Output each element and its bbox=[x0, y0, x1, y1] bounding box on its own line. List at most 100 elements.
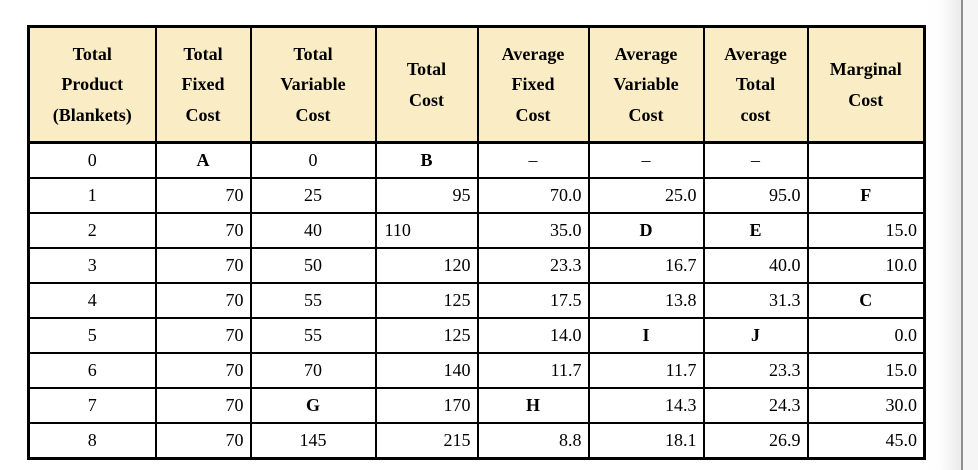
cell-total-product-blankets: 3 bbox=[27, 247, 157, 284]
cell-average-fixed-cost: 23.3 bbox=[476, 247, 590, 284]
header-cell-average-variable-cost: Average Variable Cost bbox=[587, 25, 705, 144]
cell-total-cost: 125 bbox=[374, 317, 479, 354]
header-line: Total bbox=[183, 43, 223, 64]
header-line: Product bbox=[61, 74, 124, 95]
table-row: 7 70 G 170 H 14.3 24.3 30.0 bbox=[27, 387, 926, 424]
header-cell-average-total-cost: Average Total cost bbox=[702, 25, 809, 144]
cell-average-fixed-cost: 14.0 bbox=[476, 317, 590, 354]
header-line: Cost bbox=[295, 104, 331, 125]
cell-average-fixed-cost: 70.0 bbox=[476, 177, 590, 214]
cell-total-fixed-cost: 70 bbox=[154, 317, 252, 354]
cell-average-total-cost: 26.9 bbox=[702, 422, 809, 460]
table-row: 0 A 0 B – – – bbox=[27, 141, 926, 179]
header-line: Marginal bbox=[829, 58, 902, 79]
cell-total-variable-cost: 55 bbox=[249, 282, 377, 319]
cost-table: Total Product (Blankets) Total Fixed Cost Tota… bbox=[27, 25, 926, 460]
table-row: 5 70 55 125 14.0 I J 0.0 bbox=[27, 317, 926, 354]
cell-total-cost: 170 bbox=[374, 387, 479, 424]
cell-total-product-blankets: 4 bbox=[27, 282, 157, 319]
cell-total-product-blankets: 5 bbox=[27, 317, 157, 354]
header-line: Cost bbox=[628, 104, 664, 125]
table-row: 1 70 25 95 70.0 25.0 95.0 F bbox=[27, 177, 926, 214]
cell-average-variable-cost: 25.0 bbox=[587, 177, 705, 214]
header-cell-average-fixed-cost: Average Fixed Cost bbox=[476, 25, 590, 144]
header-line: (Blankets) bbox=[52, 104, 132, 125]
header-cell-total-product-blankets: Total Product (Blankets) bbox=[27, 25, 157, 144]
cell-total-variable-cost: 0 bbox=[249, 141, 377, 179]
cell-total-product-blankets: 8 bbox=[27, 422, 157, 460]
cell-average-total-cost: 23.3 bbox=[702, 352, 809, 389]
header-cell-total-variable-cost: Total Variable Cost bbox=[249, 25, 377, 144]
cell-total-cost: 120 bbox=[374, 247, 479, 284]
cell-average-fixed-cost: H bbox=[476, 387, 590, 424]
header-cell-marginal-cost: Marginal Cost bbox=[806, 25, 926, 144]
cell-average-total-cost: 95.0 bbox=[702, 177, 809, 214]
header-line: Cost bbox=[409, 89, 444, 110]
cell-average-fixed-cost: 8.8 bbox=[476, 422, 590, 460]
cell-total-variable-cost: G bbox=[249, 387, 377, 424]
cell-total-fixed-cost: 70 bbox=[154, 247, 252, 284]
header-line: Cost bbox=[848, 89, 884, 110]
cell-average-total-cost: E bbox=[702, 212, 809, 249]
header-line: Total bbox=[72, 43, 112, 64]
header-cell-total-cost: Total Cost bbox=[374, 25, 479, 144]
cell-total-cost: 95 bbox=[374, 177, 479, 214]
page-edge-shadow bbox=[926, 0, 961, 470]
page-margin-right bbox=[963, 0, 978, 470]
cell-marginal-cost: F bbox=[806, 177, 926, 214]
cell-average-variable-cost: 16.7 bbox=[587, 247, 705, 284]
cell-average-variable-cost: – bbox=[587, 141, 705, 179]
cell-total-variable-cost: 55 bbox=[249, 317, 377, 354]
cell-marginal-cost: 45.0 bbox=[806, 422, 926, 460]
header-line: cost bbox=[740, 104, 771, 125]
cell-average-fixed-cost: – bbox=[476, 141, 590, 179]
cell-marginal-cost: 0.0 bbox=[806, 317, 926, 354]
cell-marginal-cost: 15.0 bbox=[806, 352, 926, 389]
cell-total-product-blankets: 2 bbox=[27, 212, 157, 249]
table-row: 4 70 55 125 17.5 13.8 31.3 C bbox=[27, 282, 926, 319]
cell-average-variable-cost: 18.1 bbox=[587, 422, 705, 460]
header-line: Variable bbox=[613, 74, 679, 95]
cell-total-variable-cost: 50 bbox=[249, 247, 377, 284]
cell-total-variable-cost: 40 bbox=[249, 212, 377, 249]
cell-average-variable-cost: 14.3 bbox=[587, 387, 705, 424]
cell-average-variable-cost: I bbox=[587, 317, 705, 354]
cell-average-total-cost: J bbox=[702, 317, 809, 354]
cell-total-cost: 215 bbox=[374, 422, 479, 460]
cell-total-fixed-cost: 70 bbox=[154, 212, 252, 249]
cell-total-cost: 125 bbox=[374, 282, 479, 319]
cell-total-fixed-cost: A bbox=[154, 141, 252, 179]
cell-total-product-blankets: 7 bbox=[27, 387, 157, 424]
cell-total-fixed-cost: 70 bbox=[154, 387, 252, 424]
table-row: 6 70 70 140 11.7 11.7 23.3 15.0 bbox=[27, 352, 926, 389]
page-edge-line bbox=[961, 0, 963, 470]
cell-marginal-cost bbox=[806, 141, 926, 179]
cell-average-variable-cost: 11.7 bbox=[587, 352, 705, 389]
header-line: Total bbox=[406, 58, 447, 79]
cell-marginal-cost: C bbox=[806, 282, 926, 319]
cell-total-variable-cost: 145 bbox=[249, 422, 377, 460]
header-line: Average bbox=[501, 43, 565, 64]
cell-total-fixed-cost: 70 bbox=[154, 177, 252, 214]
cell-total-fixed-cost: 70 bbox=[154, 422, 252, 460]
header-line: Total bbox=[293, 43, 333, 64]
cell-average-total-cost: 24.3 bbox=[702, 387, 809, 424]
header-line: Variable bbox=[280, 74, 346, 95]
header-line: Cost bbox=[185, 104, 221, 125]
cell-total-cost: 110 bbox=[374, 212, 479, 249]
header-line: Average bbox=[724, 43, 787, 64]
header-line: Total bbox=[735, 74, 776, 95]
cell-average-fixed-cost: 17.5 bbox=[476, 282, 590, 319]
header-row: Total Product (Blankets) Total Fixed Cost Tota… bbox=[27, 25, 926, 144]
cell-total-fixed-cost: 70 bbox=[154, 282, 252, 319]
cell-average-variable-cost: 13.8 bbox=[587, 282, 705, 319]
header-cell-total-fixed-cost: Total Fixed Cost bbox=[154, 25, 252, 144]
header-line: Fixed bbox=[181, 74, 225, 95]
cell-average-variable-cost: D bbox=[587, 212, 705, 249]
cell-marginal-cost: 15.0 bbox=[806, 212, 926, 249]
cell-total-cost: B bbox=[374, 141, 479, 179]
cell-total-product-blankets: 6 bbox=[27, 352, 157, 389]
cell-total-variable-cost: 25 bbox=[249, 177, 377, 214]
cell-total-fixed-cost: 70 bbox=[154, 352, 252, 389]
